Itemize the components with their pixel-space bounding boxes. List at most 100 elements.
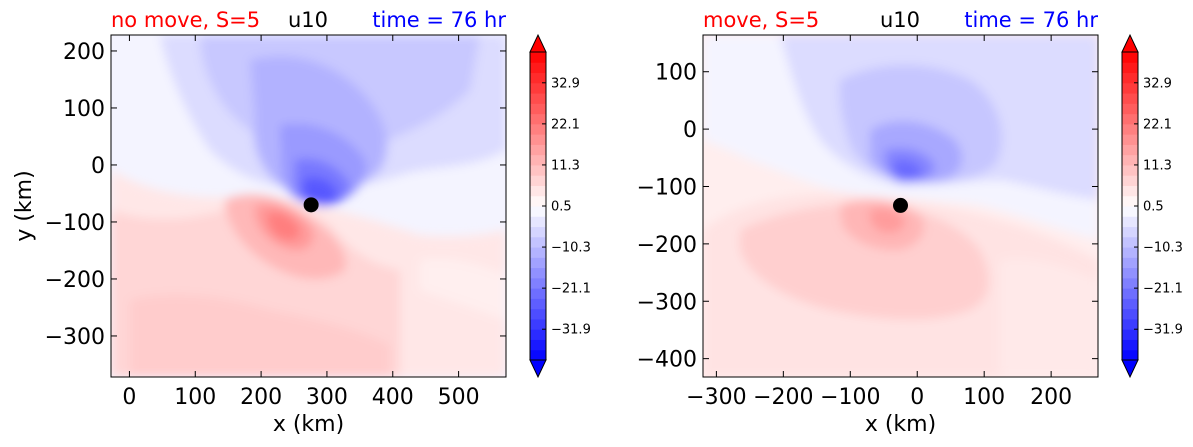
x-tick-label: 100 <box>963 385 1005 410</box>
title-left: no move, S=5 <box>111 8 260 32</box>
colorbar-level <box>530 329 546 340</box>
panel-move: move, S=5 u10 time = 76 hr <box>637 8 1183 437</box>
colorbar-level <box>530 349 546 361</box>
colorbar-level <box>530 298 546 310</box>
colorbar-level <box>1122 123 1138 135</box>
colorbar-level <box>530 62 546 74</box>
colorbar-level <box>530 288 546 299</box>
colorbar-level <box>530 164 546 176</box>
y-tick-label: 0 <box>91 154 105 179</box>
colorbar-level <box>1122 93 1138 104</box>
y-axis: 200 100 0 −100 −200 −300 <box>45 40 506 350</box>
y-tick-label: −100 <box>45 211 105 236</box>
x-axis-label: x (km) <box>865 412 936 437</box>
colorbar-level <box>1122 298 1138 310</box>
colorbar-level <box>530 103 546 115</box>
colorbar-level <box>1122 236 1138 248</box>
colorbar-level <box>530 195 546 207</box>
x-axis-label: x (km) <box>273 412 344 437</box>
title-left: move, S=5 <box>703 8 819 32</box>
x-tick-label: 100 <box>174 385 216 410</box>
title-right: time = 76 hr <box>372 8 506 32</box>
colorbar-tick-label: 32.9 <box>1143 76 1172 91</box>
title-right: time = 76 hr <box>964 8 1098 32</box>
x-tick-label: 300 <box>306 385 348 410</box>
colorbar-level <box>1122 349 1138 361</box>
colorbar-tick-label: −21.1 <box>551 282 591 297</box>
y-tick-label: −300 <box>637 290 697 315</box>
x-tick-label: 0 <box>910 385 924 410</box>
colorbar-extend-min <box>1121 359 1139 379</box>
y-tick-label: −100 <box>637 175 697 200</box>
title-center: u10 <box>880 8 920 32</box>
colorbar-level <box>1122 175 1138 186</box>
colorbar-tick-label: 22.1 <box>551 117 580 132</box>
colorbar-level <box>1122 52 1138 63</box>
colorbar-level <box>1122 62 1138 74</box>
x-tick-label: 200 <box>1030 385 1072 410</box>
y-tick-label: 200 <box>63 40 105 65</box>
colorbar-tick-label: −10.3 <box>551 241 591 256</box>
x-axis: 0 100 200 300 400 500 <box>122 35 480 410</box>
colorbar-extend-min <box>529 359 547 379</box>
x-axis: −300 −200 −100 0 100 200 <box>686 35 1072 410</box>
storm-center-marker <box>303 197 319 213</box>
colorbar-level <box>530 113 546 125</box>
colorbar-tick-label: −31.9 <box>1143 323 1183 338</box>
colorbar-level <box>1122 195 1138 207</box>
y-tick-label: 100 <box>63 97 105 122</box>
colorbar-level <box>1122 144 1138 156</box>
y-tick-label: −300 <box>45 325 105 350</box>
colorbar-level <box>530 339 546 351</box>
colorbar-level <box>530 206 546 217</box>
colorbar-level <box>1122 103 1138 115</box>
colorbar-level <box>530 52 546 63</box>
plot-frame <box>110 34 507 378</box>
colorbar: 32.9 22.1 11.3 0.5 −10.3 −21.1 −31.9 <box>1121 33 1183 379</box>
y-tick-label: 100 <box>655 61 697 86</box>
x-tick-label: 0 <box>122 385 136 410</box>
y-tick-label: −400 <box>637 348 697 373</box>
colorbar-level <box>530 144 546 156</box>
y-tick-label: 0 <box>683 118 697 143</box>
colorbar-tick-label: 22.1 <box>1143 117 1172 132</box>
colorbar-level <box>1122 134 1138 145</box>
colorbar-level <box>1122 185 1138 197</box>
colorbar-level <box>1122 164 1138 176</box>
colorbar-level <box>1122 82 1138 94</box>
colorbar-level <box>1122 318 1138 330</box>
colorbar-level <box>530 154 546 166</box>
colorbar-level <box>530 123 546 135</box>
title-center: u10 <box>288 8 328 32</box>
colorbar-level <box>530 134 546 145</box>
colorbar-tick-label: 0.5 <box>1143 200 1164 215</box>
y-axis-label: y (km) <box>12 170 37 241</box>
colorbar-level <box>1122 308 1138 320</box>
x-tick-label: −100 <box>820 385 880 410</box>
colorbar-level <box>530 216 546 228</box>
colorbar-level <box>1122 216 1138 228</box>
colorbar-extend-max <box>1121 33 1139 53</box>
x-tick-label: 400 <box>372 385 414 410</box>
plot-frame <box>702 34 1099 378</box>
colorbar-level <box>530 257 546 269</box>
colorbar-level <box>530 226 546 238</box>
colorbar: 32.9 22.1 11.3 0.5 −10.3 −21.1 −31.9 <box>529 33 591 379</box>
colorbar-tick-label: 11.3 <box>1143 158 1172 173</box>
colorbar-level <box>1122 329 1138 340</box>
colorbar-level <box>530 308 546 320</box>
colorbar-level <box>530 175 546 186</box>
colorbar-tick-label: 11.3 <box>551 158 580 173</box>
colorbar-level <box>1122 247 1138 258</box>
colorbar-tick-label: −10.3 <box>1143 241 1183 256</box>
colorbar-level <box>1122 339 1138 351</box>
colorbar-level <box>530 318 546 330</box>
colorbar-level <box>1122 113 1138 125</box>
x-tick-label: −300 <box>686 385 746 410</box>
colorbar-level <box>530 82 546 94</box>
colorbar-level <box>1122 267 1138 279</box>
colorbar-level <box>530 267 546 279</box>
contour-field <box>703 35 1098 377</box>
panel-no-move: no move, S=5 u10 time = 76 hr <box>12 8 591 437</box>
